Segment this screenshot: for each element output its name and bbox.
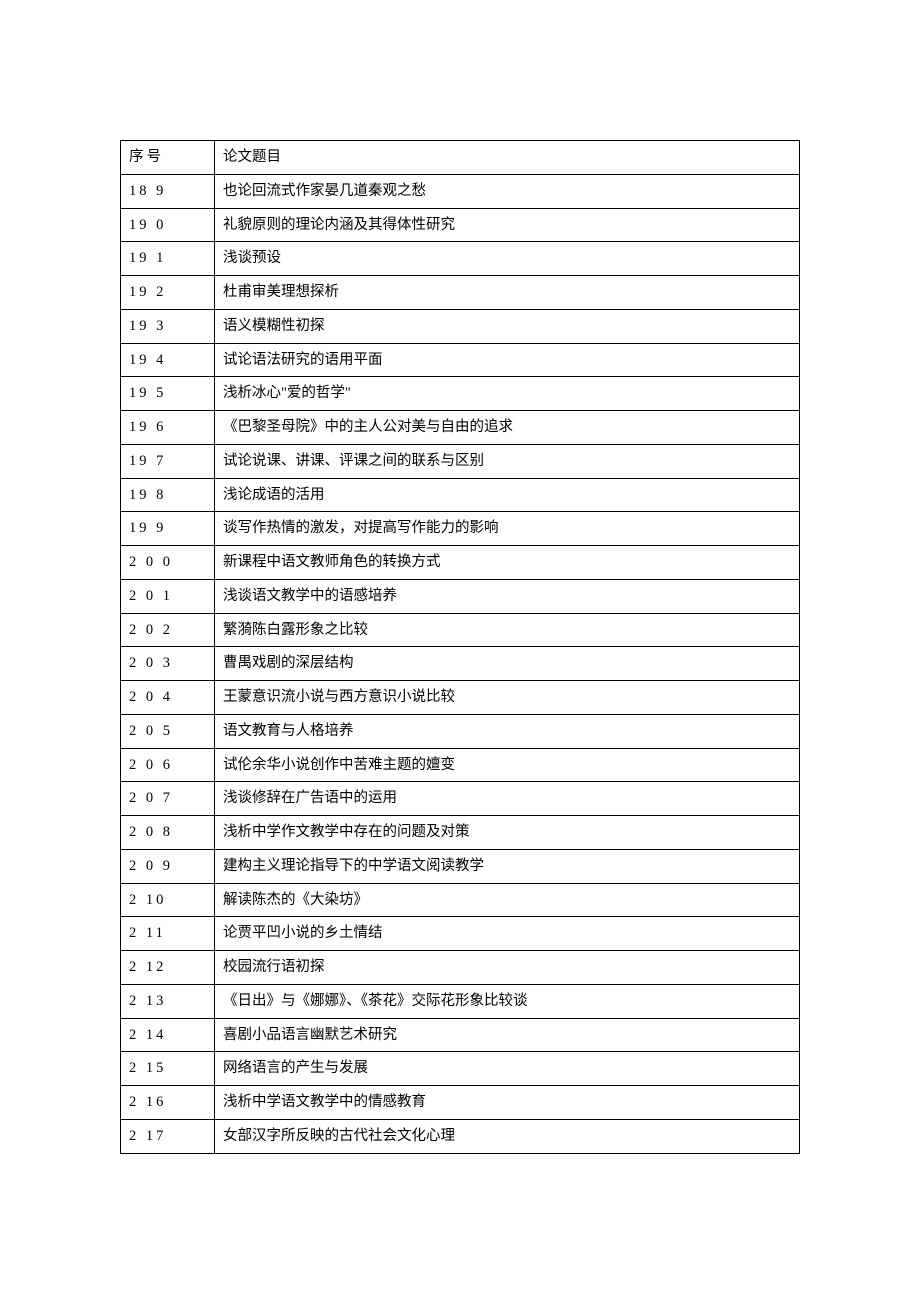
table-row: 2 0 8浅析中学作文教学中存在的问题及对策 bbox=[121, 816, 800, 850]
row-number: 2 0 3 bbox=[121, 647, 215, 681]
row-number: 2 0 5 bbox=[121, 714, 215, 748]
table-header-row: 序号 论文题目 bbox=[121, 141, 800, 175]
table-row: 2 15网络语言的产生与发展 bbox=[121, 1052, 800, 1086]
row-number: 2 0 6 bbox=[121, 748, 215, 782]
table-row: 19 3语义模糊性初探 bbox=[121, 309, 800, 343]
table-row: 2 13《日出》与《娜娜》、《茶花》交际花形象比较谈 bbox=[121, 984, 800, 1018]
row-number: 19 7 bbox=[121, 444, 215, 478]
row-number: 2 0 4 bbox=[121, 681, 215, 715]
table-row: 2 10解读陈杰的《大染坊》 bbox=[121, 883, 800, 917]
table-row: 19 9谈写作热情的激发，对提高写作能力的影响 bbox=[121, 512, 800, 546]
row-number: 2 10 bbox=[121, 883, 215, 917]
table-row: 19 4试论语法研究的语用平面 bbox=[121, 343, 800, 377]
row-title: 繁漪陈白露形象之比较 bbox=[215, 613, 800, 647]
table-row: 2 0 1浅谈语文教学中的语感培养 bbox=[121, 579, 800, 613]
row-number: 2 0 0 bbox=[121, 546, 215, 580]
row-title: 曹禺戏剧的深层结构 bbox=[215, 647, 800, 681]
table-body: 序号 论文题目 18 9也论回流式作家晏几道秦观之愁19 0礼貌原则的理论内涵及… bbox=[121, 141, 800, 1154]
row-title: 浅析冰心"爱的哲学" bbox=[215, 377, 800, 411]
row-number: 19 6 bbox=[121, 411, 215, 445]
row-title: 浅析中学语文教学中的情感教育 bbox=[215, 1086, 800, 1120]
row-title: 喜剧小品语言幽默艺术研究 bbox=[215, 1018, 800, 1052]
row-number: 19 1 bbox=[121, 242, 215, 276]
row-number: 19 5 bbox=[121, 377, 215, 411]
row-title: 《日出》与《娜娜》、《茶花》交际花形象比较谈 bbox=[215, 984, 800, 1018]
row-title: 浅论成语的活用 bbox=[215, 478, 800, 512]
row-title: 女部汉字所反映的古代社会文化心理 bbox=[215, 1119, 800, 1153]
header-col-number: 序号 bbox=[121, 141, 215, 175]
row-title: 网络语言的产生与发展 bbox=[215, 1052, 800, 1086]
thesis-table: 序号 论文题目 18 9也论回流式作家晏几道秦观之愁19 0礼貌原则的理论内涵及… bbox=[120, 140, 800, 1154]
row-title: 论贾平凹小说的乡土情结 bbox=[215, 917, 800, 951]
table-row: 2 17女部汉字所反映的古代社会文化心理 bbox=[121, 1119, 800, 1153]
table-row: 2 16浅析中学语文教学中的情感教育 bbox=[121, 1086, 800, 1120]
row-number: 19 3 bbox=[121, 309, 215, 343]
row-number: 18 9 bbox=[121, 174, 215, 208]
row-number: 2 16 bbox=[121, 1086, 215, 1120]
table-row: 2 0 9建构主义理论指导下的中学语文阅读教学 bbox=[121, 849, 800, 883]
row-title: 浅析中学作文教学中存在的问题及对策 bbox=[215, 816, 800, 850]
row-title: 试伦余华小说创作中苦难主题的嬗变 bbox=[215, 748, 800, 782]
row-number: 2 17 bbox=[121, 1119, 215, 1153]
row-number: 19 9 bbox=[121, 512, 215, 546]
table-row: 2 14喜剧小品语言幽默艺术研究 bbox=[121, 1018, 800, 1052]
row-title: 王蒙意识流小说与西方意识小说比较 bbox=[215, 681, 800, 715]
row-number: 19 2 bbox=[121, 276, 215, 310]
row-number: 19 0 bbox=[121, 208, 215, 242]
table-row: 19 8浅论成语的活用 bbox=[121, 478, 800, 512]
table-row: 2 11论贾平凹小说的乡土情结 bbox=[121, 917, 800, 951]
row-title: 语文教育与人格培养 bbox=[215, 714, 800, 748]
table-row: 2 0 3曹禺戏剧的深层结构 bbox=[121, 647, 800, 681]
table-row: 2 0 7浅谈修辞在广告语中的运用 bbox=[121, 782, 800, 816]
table-row: 19 1浅谈预设 bbox=[121, 242, 800, 276]
table-row: 19 5浅析冰心"爱的哲学" bbox=[121, 377, 800, 411]
row-title: 礼貌原则的理论内涵及其得体性研究 bbox=[215, 208, 800, 242]
table-row: 19 6《巴黎圣母院》中的主人公对美与自由的追求 bbox=[121, 411, 800, 445]
row-number: 2 0 1 bbox=[121, 579, 215, 613]
row-number: 2 0 8 bbox=[121, 816, 215, 850]
table-row: 2 0 4王蒙意识流小说与西方意识小说比较 bbox=[121, 681, 800, 715]
row-number: 2 14 bbox=[121, 1018, 215, 1052]
row-number: 2 15 bbox=[121, 1052, 215, 1086]
row-title: 浅谈修辞在广告语中的运用 bbox=[215, 782, 800, 816]
table-row: 2 12校园流行语初探 bbox=[121, 951, 800, 985]
table-row: 19 0礼貌原则的理论内涵及其得体性研究 bbox=[121, 208, 800, 242]
row-title: 浅谈预设 bbox=[215, 242, 800, 276]
row-title: 杜甫审美理想探析 bbox=[215, 276, 800, 310]
row-title: 试论语法研究的语用平面 bbox=[215, 343, 800, 377]
table-row: 2 0 0新课程中语文教师角色的转换方式 bbox=[121, 546, 800, 580]
table-row: 18 9也论回流式作家晏几道秦观之愁 bbox=[121, 174, 800, 208]
row-title: 新课程中语文教师角色的转换方式 bbox=[215, 546, 800, 580]
row-number: 2 0 9 bbox=[121, 849, 215, 883]
table-row: 2 0 5语文教育与人格培养 bbox=[121, 714, 800, 748]
row-number: 2 0 7 bbox=[121, 782, 215, 816]
row-title: 也论回流式作家晏几道秦观之愁 bbox=[215, 174, 800, 208]
header-col-title: 论文题目 bbox=[215, 141, 800, 175]
row-number: 2 0 2 bbox=[121, 613, 215, 647]
row-number: 19 8 bbox=[121, 478, 215, 512]
row-title: 试论说课、讲课、评课之间的联系与区别 bbox=[215, 444, 800, 478]
row-title: 浅谈语文教学中的语感培养 bbox=[215, 579, 800, 613]
table-row: 19 7试论说课、讲课、评课之间的联系与区别 bbox=[121, 444, 800, 478]
table-row: 19 2杜甫审美理想探析 bbox=[121, 276, 800, 310]
row-number: 19 4 bbox=[121, 343, 215, 377]
row-number: 2 11 bbox=[121, 917, 215, 951]
row-title: 《巴黎圣母院》中的主人公对美与自由的追求 bbox=[215, 411, 800, 445]
row-number: 2 12 bbox=[121, 951, 215, 985]
row-title: 谈写作热情的激发，对提高写作能力的影响 bbox=[215, 512, 800, 546]
row-title: 校园流行语初探 bbox=[215, 951, 800, 985]
table-row: 2 0 2繁漪陈白露形象之比较 bbox=[121, 613, 800, 647]
row-title: 语义模糊性初探 bbox=[215, 309, 800, 343]
row-title: 解读陈杰的《大染坊》 bbox=[215, 883, 800, 917]
row-title: 建构主义理论指导下的中学语文阅读教学 bbox=[215, 849, 800, 883]
row-number: 2 13 bbox=[121, 984, 215, 1018]
table-row: 2 0 6试伦余华小说创作中苦难主题的嬗变 bbox=[121, 748, 800, 782]
